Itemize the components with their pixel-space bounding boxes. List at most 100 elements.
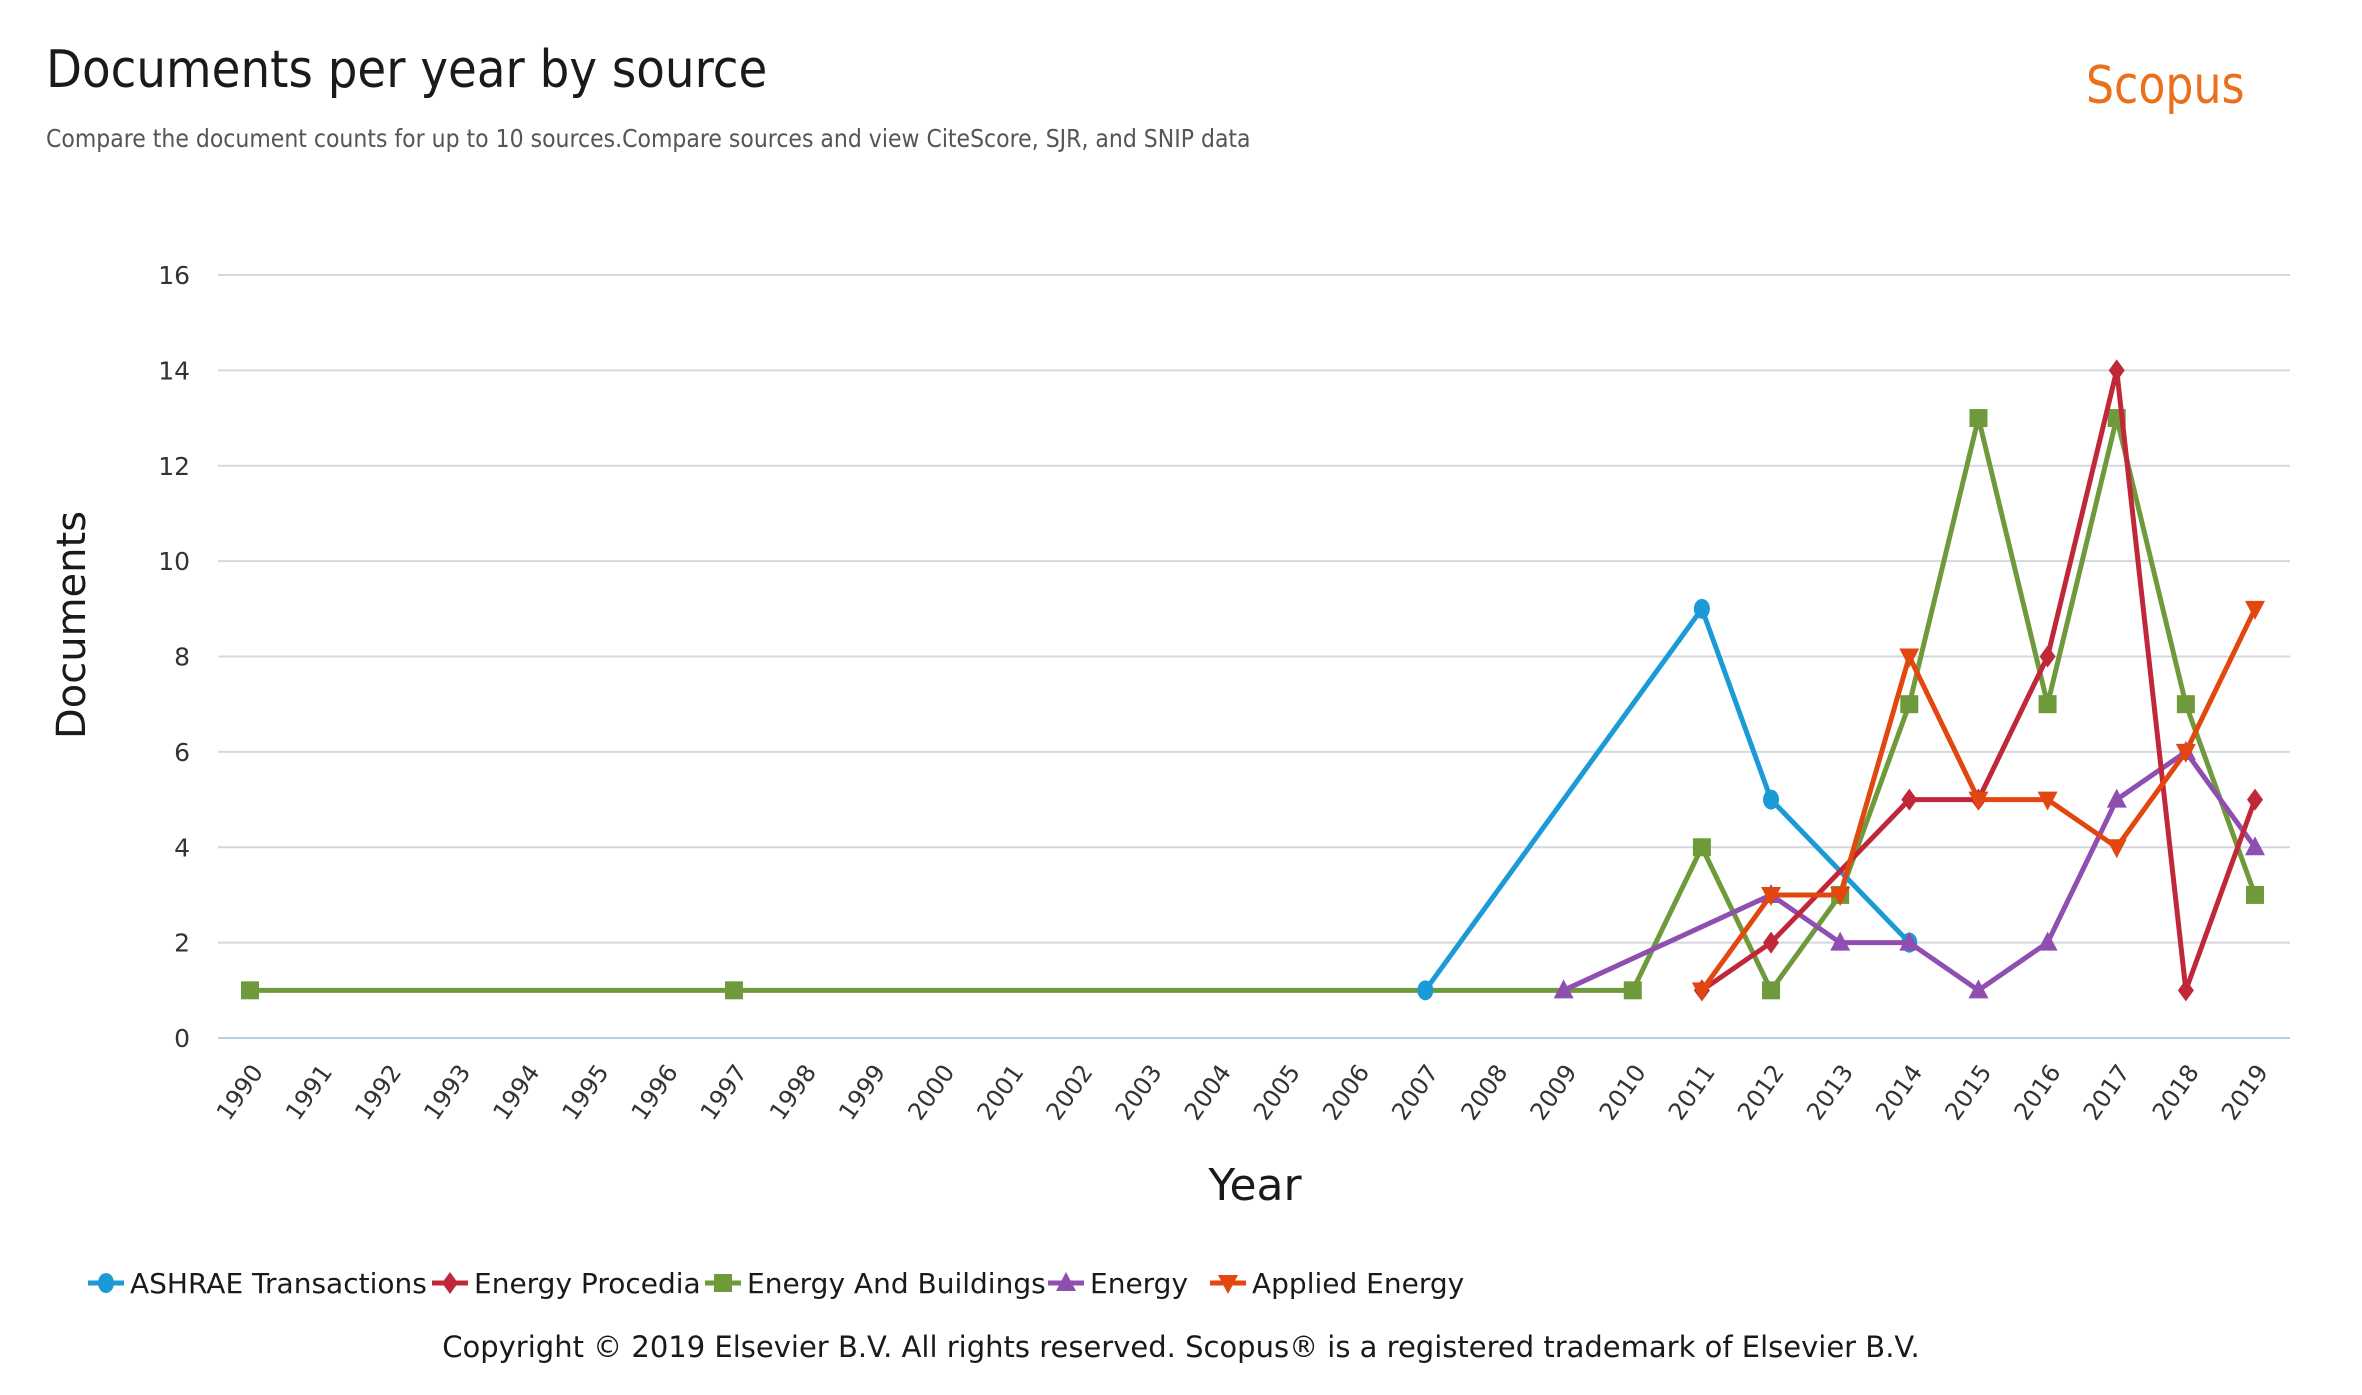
x-axis-title: Year: [1207, 1160, 1302, 1211]
legend-item[interactable]: Applied Energy: [1210, 1267, 1464, 1300]
data-point[interactable]: [2246, 885, 2264, 904]
legend-label: Applied Energy: [1252, 1267, 1464, 1300]
y-tick-label: 8: [174, 643, 190, 672]
series-line: [1700, 367, 2258, 993]
x-tick-label: 2018: [2147, 1059, 2205, 1125]
y-tick-label: 10: [158, 547, 190, 576]
data-point[interactable]: [2106, 839, 2127, 859]
x-tick-label: 1990: [211, 1059, 269, 1125]
y-tick-label: 0: [174, 1024, 190, 1053]
legend-label: ASHRAE Transactions: [130, 1267, 427, 1300]
data-point[interactable]: [2108, 359, 2125, 382]
legend: ASHRAE Transactions Energy Procedia Energy…: [88, 1267, 1464, 1300]
legend-marker[interactable]: [714, 1274, 732, 1292]
legend-marker[interactable]: [442, 1272, 458, 1294]
series-energy-and-buildings: [241, 409, 2264, 1000]
y-tick-label: 14: [158, 356, 190, 385]
x-tick-label: 2007: [1386, 1059, 1444, 1125]
legend-item[interactable]: Energy: [1048, 1267, 1188, 1300]
scopus-logo[interactable]: Scopus: [2086, 56, 2245, 116]
legend-label: Energy Procedia: [474, 1267, 701, 1300]
x-tick-label: 2001: [971, 1059, 1029, 1125]
legend-label: Energy And Buildings: [747, 1267, 1046, 1300]
data-point[interactable]: [1761, 886, 1782, 906]
y-tick-label: 4: [174, 833, 190, 862]
data-point[interactable]: [1968, 979, 1989, 999]
data-point[interactable]: [2175, 743, 2196, 763]
x-tick-label: 2012: [1732, 1059, 1790, 1125]
data-point[interactable]: [1693, 598, 1710, 619]
series-energy: [1553, 740, 2265, 999]
y-axis-title: Documents: [49, 511, 95, 739]
data-point[interactable]: [2037, 791, 2058, 811]
x-tick-label: 1998: [764, 1059, 822, 1125]
y-axis-ticks: 0 2 4 6 8 10 12 14 16: [158, 261, 190, 1053]
x-tick-label: 1995: [557, 1059, 615, 1125]
y-tick-label: 12: [158, 452, 190, 481]
data-point[interactable]: [2176, 695, 2195, 714]
data-point[interactable]: [2245, 836, 2265, 856]
series-applied-energy: [1691, 600, 2265, 1002]
series-line: [1423, 606, 1912, 992]
data-point[interactable]: [1763, 789, 1780, 810]
x-tick-label: 2010: [1594, 1059, 1652, 1125]
x-tick-label: 2017: [2078, 1059, 2136, 1125]
x-tick-label: 2004: [1179, 1059, 1237, 1125]
x-tick-label: 1991: [280, 1059, 338, 1125]
grid-lines: [218, 274, 2290, 1039]
y-tick-label: 6: [174, 738, 190, 767]
data-point[interactable]: [1762, 981, 1781, 1000]
data-point[interactable]: [1899, 931, 1920, 951]
legend-item[interactable]: Energy And Buildings: [705, 1267, 1046, 1300]
legend-marker[interactable]: [98, 1273, 114, 1293]
data-point[interactable]: [2106, 788, 2127, 808]
x-tick-label: 2019: [2216, 1059, 2274, 1125]
series-layer: [241, 359, 2265, 1002]
chart-title: Documents per year by source: [46, 40, 768, 100]
data-point[interactable]: [2247, 788, 2263, 811]
chart-subtitle: Compare the document counts for up to 10…: [46, 124, 1251, 153]
data-point[interactable]: [1899, 648, 1920, 668]
data-point[interactable]: [1763, 931, 1780, 954]
data-point[interactable]: [2038, 695, 2057, 714]
x-tick-label: 1996: [626, 1059, 684, 1125]
data-point[interactable]: [1830, 886, 1851, 906]
x-tick-label: 2015: [1939, 1059, 1997, 1125]
x-tick-label: 2003: [1110, 1059, 1168, 1125]
data-point[interactable]: [1691, 982, 1712, 1002]
data-point[interactable]: [1623, 981, 1642, 1000]
legend-item[interactable]: Energy Procedia: [432, 1267, 701, 1300]
data-point[interactable]: [2037, 931, 2058, 951]
x-tick-label: 1999: [833, 1059, 891, 1125]
x-tick-label: 2008: [1455, 1059, 1513, 1125]
series-line: [250, 415, 2258, 993]
x-tick-label: 2013: [1801, 1059, 1859, 1125]
data-point[interactable]: [1901, 788, 1918, 811]
x-tick-label: 1997: [695, 1059, 753, 1125]
x-tick-label: 2009: [1525, 1059, 1583, 1125]
x-tick-label: 2011: [1663, 1059, 1721, 1125]
legend-marker[interactable]: [1218, 1275, 1238, 1294]
data-point[interactable]: [1692, 838, 1711, 857]
x-tick-label: 2005: [1248, 1059, 1306, 1125]
data-point[interactable]: [2039, 645, 2056, 668]
x-tick-label: 2000: [902, 1059, 960, 1125]
data-point[interactable]: [1417, 980, 1434, 1001]
data-point[interactable]: [2245, 600, 2265, 620]
data-point[interactable]: [2177, 979, 2194, 1002]
x-tick-label: 2002: [1041, 1059, 1099, 1125]
data-point[interactable]: [724, 981, 743, 1000]
x-tick-label: 2014: [1870, 1059, 1928, 1125]
data-point[interactable]: [241, 981, 259, 1000]
data-point[interactable]: [1900, 695, 1919, 714]
data-point[interactable]: [1553, 979, 1574, 999]
data-point[interactable]: [1968, 791, 1989, 811]
data-point[interactable]: [1830, 931, 1851, 951]
legend-item[interactable]: ASHRAE Transactions: [88, 1267, 427, 1300]
data-point[interactable]: [1969, 409, 1988, 428]
legend-marker[interactable]: [1056, 1272, 1076, 1291]
x-tick-label: 1992: [349, 1059, 407, 1125]
copyright-notice: Copyright © 2019 Elsevier B.V. All right…: [442, 1330, 1920, 1364]
x-axis-ticks: 1990 1991 1992 1993 1994 1995 1996 1997 1998 1999…: [211, 1059, 2274, 1125]
